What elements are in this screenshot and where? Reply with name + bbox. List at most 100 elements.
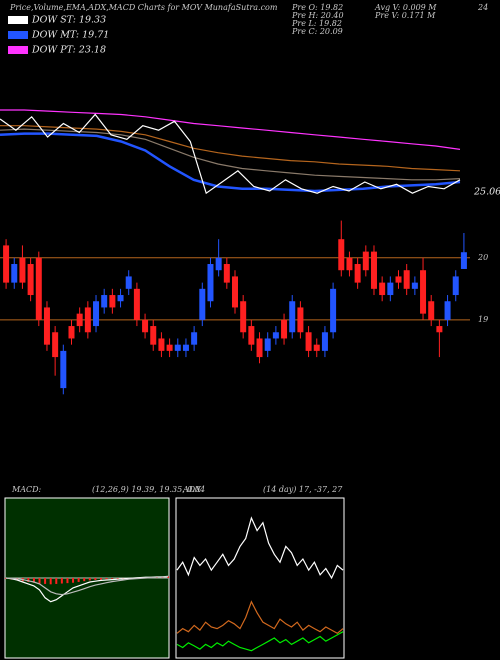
candle-body [19, 257, 26, 283]
candle-body [11, 264, 18, 283]
candle-body [387, 282, 394, 296]
series-line [5, 575, 169, 603]
candle-body [76, 313, 83, 327]
histogram-bar [44, 578, 47, 584]
histogram-bar [55, 578, 58, 584]
histogram-bar [72, 578, 75, 583]
candle-body [232, 276, 238, 308]
candle-body [297, 307, 304, 333]
candle-body [43, 307, 50, 345]
candle-body [411, 282, 418, 289]
candle-body [354, 264, 361, 283]
candle-body [256, 338, 263, 358]
candle-body [215, 257, 222, 271]
candle-body [321, 332, 328, 351]
candle-body [370, 251, 377, 289]
candle-body [305, 332, 312, 351]
candle-body [223, 264, 230, 283]
candle-body [52, 332, 59, 358]
series-line [0, 109, 461, 150]
candle-body [150, 326, 157, 345]
histogram-bar [99, 578, 102, 580]
info-text: Pre H: 20.40 [291, 11, 344, 20]
panel-subtitle: (14 day) 17, -37, 27 [263, 485, 343, 494]
candle-body [436, 326, 443, 333]
candle-body [182, 344, 189, 351]
chart-title: Price,Volume,EMA,ADX,MACD Charts for MOV… [9, 3, 278, 12]
candle-body [207, 264, 214, 302]
candle-body [174, 344, 181, 351]
histogram-bar [27, 578, 30, 582]
candle-body [60, 350, 67, 389]
candle-body [133, 288, 140, 320]
histogram-bar [49, 578, 52, 585]
info-text: Pre L: 19.82 [291, 19, 342, 28]
candle-body [27, 264, 34, 296]
candle-body [68, 326, 75, 339]
candle-body [93, 301, 100, 327]
candle-body [428, 301, 435, 320]
info-text: Pre O: 19.82 [291, 3, 343, 12]
series-line [5, 576, 169, 596]
candle-body [403, 270, 410, 289]
candle-body [199, 288, 206, 320]
y-tick-label: 20 [477, 253, 488, 262]
series-line [176, 516, 344, 580]
candle-body [142, 319, 149, 333]
candle-body [240, 301, 247, 333]
series-line [0, 125, 461, 172]
candle-body [346, 257, 353, 271]
candle-body [338, 239, 345, 271]
candle-body [3, 245, 10, 283]
annotation: 25.06 [473, 187, 500, 198]
histogram-bar [83, 578, 86, 582]
histogram-bar [94, 578, 97, 580]
candle-body [460, 252, 467, 269]
histogram-bar [77, 578, 80, 582]
info-text: Avg V: 0.009 M [374, 3, 437, 12]
info-text: Pre C: 20.09 [291, 27, 343, 36]
series-line [176, 631, 344, 652]
candle-body [281, 319, 288, 339]
candle-body [313, 344, 320, 351]
legend-swatch [8, 31, 28, 39]
legend-label: DOW ST: 19.33 [31, 15, 106, 26]
candle-body [330, 288, 337, 333]
candle-body [452, 276, 459, 296]
candle-body [264, 338, 271, 351]
legend-label: DOW MT: 19.71 [31, 30, 109, 41]
panel [175, 497, 345, 659]
histogram-bar [88, 578, 91, 581]
histogram-bar [105, 578, 108, 580]
candle-body [109, 295, 116, 308]
candle-body [395, 276, 402, 283]
series-line [176, 600, 344, 635]
candle-body [84, 307, 91, 333]
histogram-bar [38, 578, 41, 584]
histogram-bar [116, 578, 119, 579]
candle-body [117, 295, 124, 302]
legend-swatch [8, 16, 28, 24]
legend-swatch [8, 46, 28, 54]
candle-body [289, 301, 296, 333]
panel-title: ADX [182, 485, 201, 494]
candle-body [379, 282, 386, 296]
y-tick-label: 19 [478, 315, 488, 324]
candle-body [362, 251, 369, 271]
candle-body [420, 270, 427, 314]
histogram-bar [111, 578, 114, 579]
candle-body [248, 326, 255, 345]
candle-body [272, 332, 279, 339]
candle-body [125, 276, 132, 289]
candle-body [101, 295, 108, 308]
annotation: 24 [477, 3, 488, 12]
legend-label: DOW PT: 23.18 [31, 45, 106, 56]
candle-body [158, 338, 165, 351]
histogram-bar [32, 578, 35, 583]
panel-title: MACD: [11, 485, 42, 494]
info-text: Pre V: 0.171 M [374, 11, 436, 20]
histogram-bar [60, 578, 63, 584]
series-line [0, 113, 461, 195]
candle-body [166, 344, 173, 351]
